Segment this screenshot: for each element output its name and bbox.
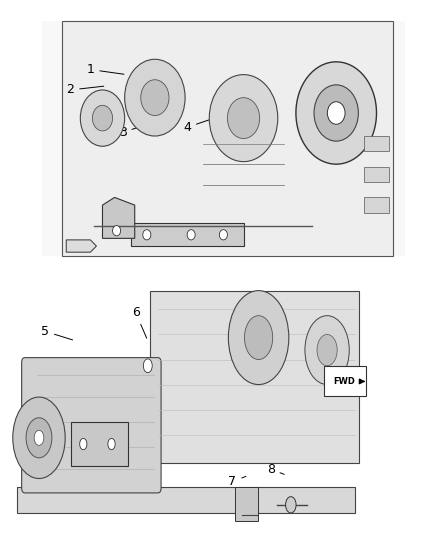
Circle shape xyxy=(286,497,296,513)
Circle shape xyxy=(209,75,278,161)
Polygon shape xyxy=(131,223,244,246)
Circle shape xyxy=(314,85,358,141)
Circle shape xyxy=(34,430,44,445)
Circle shape xyxy=(227,98,260,139)
Bar xyxy=(364,167,389,182)
Circle shape xyxy=(92,106,113,131)
Circle shape xyxy=(108,439,115,450)
Circle shape xyxy=(187,230,195,240)
Bar xyxy=(150,290,359,463)
Polygon shape xyxy=(71,422,127,466)
Text: 4: 4 xyxy=(183,120,208,134)
Circle shape xyxy=(143,359,152,373)
Circle shape xyxy=(219,230,227,240)
Circle shape xyxy=(80,439,87,450)
Circle shape xyxy=(125,59,185,136)
Polygon shape xyxy=(62,21,392,256)
Circle shape xyxy=(305,316,349,385)
Circle shape xyxy=(143,230,151,240)
FancyBboxPatch shape xyxy=(324,366,366,397)
Text: FWD: FWD xyxy=(333,377,355,386)
Text: 5: 5 xyxy=(41,325,73,340)
Circle shape xyxy=(141,80,169,116)
Polygon shape xyxy=(102,197,135,238)
Circle shape xyxy=(113,225,120,236)
Text: 7: 7 xyxy=(228,475,246,488)
Circle shape xyxy=(317,335,337,366)
Polygon shape xyxy=(66,240,96,252)
Bar xyxy=(364,197,389,213)
Text: 8: 8 xyxy=(267,463,284,475)
Circle shape xyxy=(80,90,125,146)
Circle shape xyxy=(296,62,377,164)
Bar xyxy=(364,136,389,151)
Text: 6: 6 xyxy=(132,306,147,338)
Circle shape xyxy=(327,102,345,124)
Circle shape xyxy=(26,418,52,458)
Circle shape xyxy=(228,290,289,385)
FancyBboxPatch shape xyxy=(21,358,161,493)
Text: 3: 3 xyxy=(119,124,148,139)
FancyBboxPatch shape xyxy=(235,487,258,521)
Circle shape xyxy=(13,397,65,479)
Text: 2: 2 xyxy=(66,84,104,96)
Text: 1: 1 xyxy=(86,63,124,76)
Circle shape xyxy=(244,316,273,359)
Bar xyxy=(17,487,355,513)
